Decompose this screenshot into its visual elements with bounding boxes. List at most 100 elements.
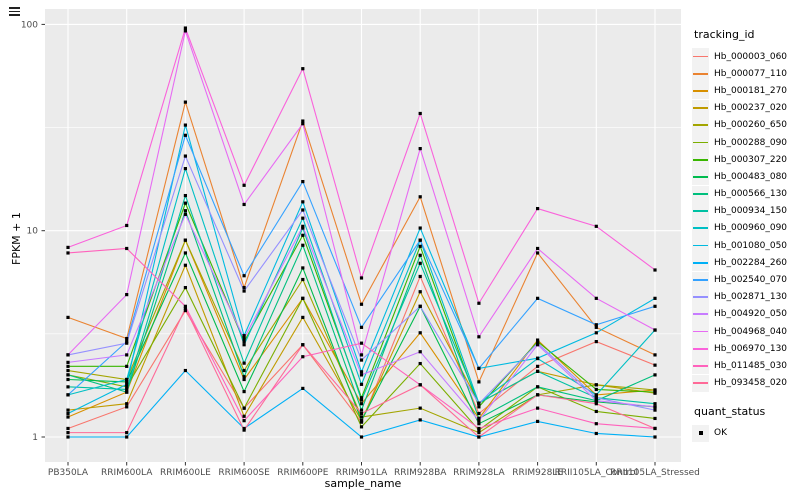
data-point [653,353,657,357]
legend-item-label: Hb_004920_050 [714,309,788,320]
data-point [301,233,305,237]
legend-quant-title: quant_status [694,404,766,418]
legend-item-label: Hb_006970_130 [714,343,788,354]
data-point [66,393,70,397]
data-point [242,377,246,382]
legend-item-label: Hb_000003_060 [714,51,788,62]
data-point [653,304,657,308]
data-point [66,373,70,377]
data-point [66,431,70,435]
legend-key [692,99,709,117]
data-point [301,226,305,230]
data-point [418,383,422,387]
data-point [653,405,657,409]
legend-key [692,340,709,358]
data-point [653,388,657,392]
data-point [418,290,422,294]
data-point [242,361,246,365]
data-point [66,360,70,364]
data-point [183,238,187,242]
data-point [536,393,540,397]
data-point [301,200,305,204]
legend-item-Hb_000003_060: Hb_000003_060 [692,48,800,66]
y-axis-title: FPKM + 1 [10,212,23,265]
data-point [183,251,187,255]
data-point [477,422,481,426]
data-point [125,402,129,406]
data-point [418,111,422,116]
legend-key [692,134,709,152]
data-point [359,419,364,423]
data-point [536,419,540,424]
data-point [359,411,364,416]
data-point [66,353,70,357]
legend-key [692,254,709,272]
data-point [536,385,540,389]
menu-icon-bar [9,14,20,16]
data-point [594,422,598,426]
legend-item-label: Hb_000077_110 [714,68,788,79]
data-point [418,253,422,257]
x-tick-label: RRIM600LE [160,468,211,478]
legend-line-icon [693,210,708,213]
data-point [66,415,70,419]
data-point [242,274,246,278]
legend-item-label: Hb_000960_090 [714,223,788,234]
data-point [125,385,129,389]
data-point [242,419,246,423]
data-point [477,426,481,431]
data-point [301,179,305,184]
legend-item-Hb_001080_050: Hb_001080_050 [692,237,800,255]
x-tick-label: RRIM928BA [394,468,447,478]
data-point [242,375,246,379]
data-point [594,402,598,406]
data-point [242,426,246,431]
data-point [536,369,540,373]
data-point [594,393,598,397]
data-point [359,341,364,345]
legend-line-icon [693,107,708,109]
legend-item-Hb_000483_080: Hb_000483_080 [692,168,800,186]
data-point [301,296,305,300]
data-point [125,380,129,384]
data-point [183,308,187,313]
panel-background [45,9,681,462]
data-point [594,340,598,344]
data-point [183,212,187,216]
legend-key [692,202,709,220]
data-point [477,411,481,416]
legend-line-icon [693,158,708,161]
data-point [594,323,598,327]
data-point [594,399,598,403]
legend-key [692,288,709,306]
legend-line-icon [693,124,708,127]
data-point [183,133,187,137]
data-point [359,358,364,362]
menu-icon[interactable] [9,7,20,17]
data-point [418,406,422,410]
legend-key [692,116,709,134]
data-point [359,373,364,377]
data-point [594,387,598,392]
legend-item-Hb_004968_040: Hb_004968_040 [692,323,800,341]
data-point [418,418,422,422]
x-tick-label: RRIM928LA [453,468,505,478]
data-point [66,245,70,249]
data-point [477,405,481,409]
legend-line-icon [693,89,708,92]
legend-key [692,82,709,100]
data-point [301,119,305,123]
data-point [477,419,481,423]
data-point [125,435,129,439]
data-point [66,411,70,416]
legend-key [692,185,709,203]
legend-item-Hb_000237_020: Hb_000237_020 [692,99,800,117]
legend-line-icon [693,347,708,350]
data-point [536,296,540,300]
data-point [653,328,657,332]
legend-item-Hb_000181_270: Hb_000181_270 [692,82,800,100]
legend-key [692,323,709,341]
data-point [359,398,364,402]
data-point [653,363,657,367]
data-point [594,296,598,300]
